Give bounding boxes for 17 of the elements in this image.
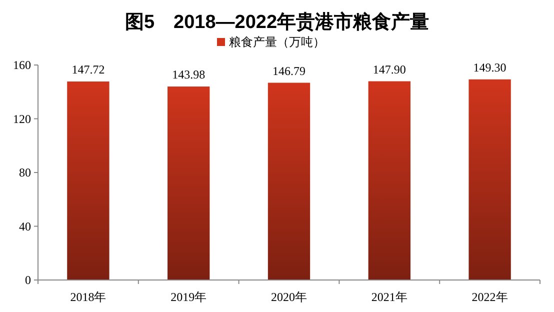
x-tick-label: 2020年 [271, 290, 307, 304]
data-label: 147.72 [72, 62, 105, 76]
y-tick-label: 160 [13, 58, 31, 72]
data-label: 143.98 [172, 68, 206, 82]
x-tick-label: 2022年 [472, 290, 508, 304]
x-tick-label: 2019年 [170, 290, 207, 304]
y-tick-label: 0 [25, 273, 31, 287]
legend-label: 粮食产量（万吨） [229, 35, 325, 49]
chart-title: 图5 2018—2022年贵港市粮食产量 [124, 11, 430, 33]
x-tick-label: 2018年 [70, 290, 106, 304]
data-label: 149.30 [473, 60, 506, 74]
y-tick-label: 40 [19, 219, 31, 234]
x-tick-label: 2021年 [371, 290, 408, 304]
data-label: 146.79 [272, 64, 306, 78]
y-tick-label: 80 [19, 166, 31, 180]
y-tick-label: 120 [13, 112, 31, 126]
data-label: 147.90 [372, 62, 406, 76]
